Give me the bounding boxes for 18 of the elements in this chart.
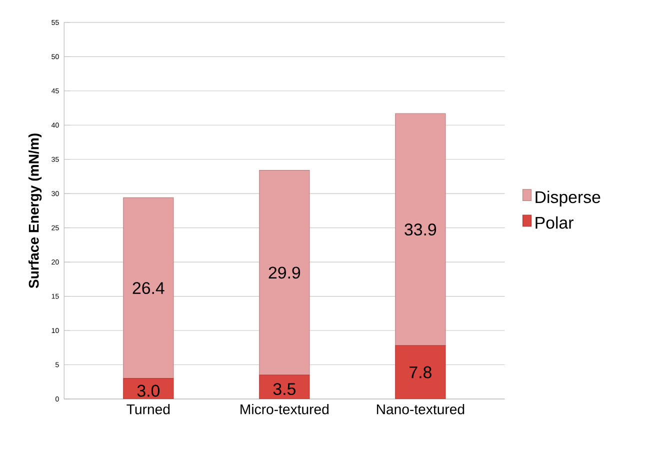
- y-axis-title: Surface Energy (mN/m): [28, 134, 42, 288]
- data-label: 3.0: [137, 384, 160, 397]
- data-label: 26.4: [132, 282, 164, 294]
- data-label: 3.5: [273, 383, 296, 395]
- x-tick-label: Micro-textured: [240, 404, 329, 414]
- bar: [123, 197, 174, 379]
- data-label: 7.8: [410, 366, 432, 378]
- bar: [123, 378, 174, 399]
- x-tick-label: Nano-textured: [376, 404, 464, 414]
- bar: [395, 113, 446, 346]
- x-tick-label: Turned: [126, 404, 170, 414]
- legend-label: Disperse: [536, 190, 600, 206]
- data-label: 33.9: [404, 224, 436, 236]
- bar: [395, 345, 446, 399]
- bar: [259, 170, 310, 376]
- bar: [259, 374, 310, 399]
- data-label: 29.9: [268, 266, 300, 279]
- legend-label: Polar: [536, 216, 574, 229]
